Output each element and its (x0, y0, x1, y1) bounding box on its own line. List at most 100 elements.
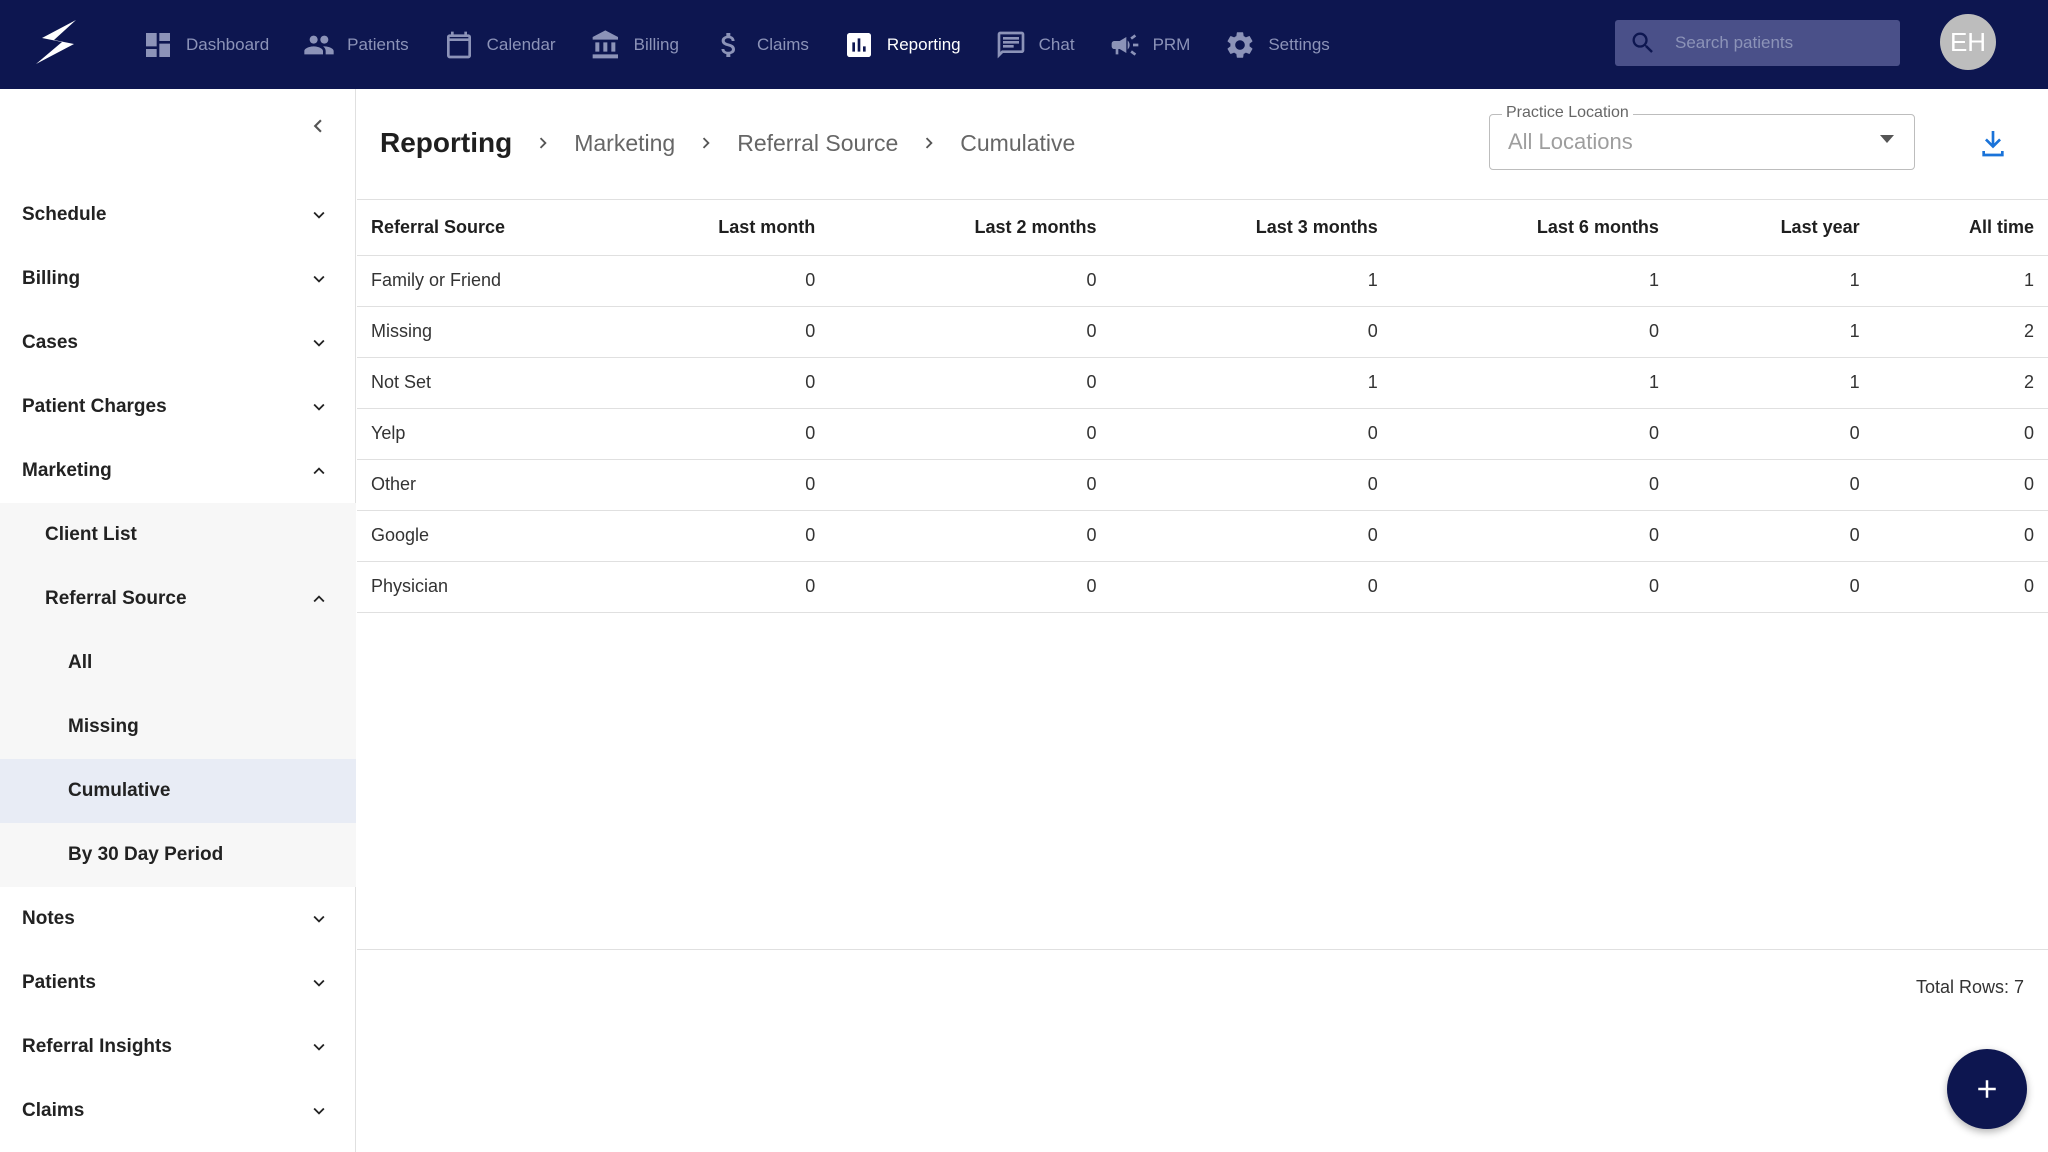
count-cell: 1 (1110, 255, 1392, 307)
nav-item-label: Chat (1038, 34, 1075, 54)
practice-location-select[interactable]: Practice Location All Locations (1489, 104, 1915, 170)
table-row[interactable]: Family or Friend 0 0 1 1 1 1 (357, 255, 2048, 307)
plus-icon (1978, 1080, 1996, 1098)
chevron-down-icon (313, 403, 325, 411)
search-icon (1632, 32, 1653, 53)
search-box[interactable] (1615, 20, 1900, 66)
sidebar-item-label: Marketing (22, 460, 112, 481)
sidebar-item-label: Missing (68, 716, 139, 737)
nav-item-prm[interactable]: PRM (1109, 0, 1191, 89)
nav-item-label: PRM (1152, 34, 1191, 54)
referral-source-cell: Google (357, 510, 595, 562)
column-header-last-2-months[interactable]: Last 2 months (829, 200, 1111, 256)
count-cell: 0 (595, 510, 830, 562)
referral-source-cell: Yelp (357, 408, 595, 460)
count-cell: 1 (1672, 306, 1874, 358)
sidebar-item-label: Cases (22, 332, 78, 353)
count-cell: 1 (1672, 357, 1874, 409)
sidebar-item-patient-charges[interactable]: Patient Charges (0, 375, 356, 439)
column-header-last-3-months[interactable]: Last 3 months (1110, 200, 1392, 256)
breadcrumb-item-referral-source[interactable]: Referral Source (737, 129, 899, 156)
count-cell: 0 (829, 459, 1111, 511)
add-button[interactable] (1947, 1049, 2027, 1129)
count-cell: 0 (1873, 408, 2048, 460)
nav-item-patients[interactable]: Patients (303, 0, 409, 89)
count-cell: 0 (595, 459, 830, 511)
column-header-referral-source[interactable]: Referral Source (357, 200, 595, 256)
breadcrumb-item-marketing[interactable]: Marketing (574, 129, 676, 156)
sidebar-item-claims[interactable]: Claims (0, 1079, 356, 1143)
nav-item-reporting[interactable]: Reporting (843, 0, 961, 89)
chat-icon (997, 31, 1024, 58)
count-cell: 1 (1391, 255, 1673, 307)
nav-item-settings[interactable]: Settings (1224, 0, 1330, 89)
user-avatar[interactable]: EH (1940, 14, 1996, 70)
nav-item-label: Dashboard (186, 34, 270, 54)
sidebar-item-patients[interactable]: Patients (0, 951, 356, 1015)
count-cell: 0 (1110, 408, 1392, 460)
app-logo[interactable] (28, 18, 86, 66)
sidebar-item-referral-insights[interactable]: Referral Insights (0, 1015, 356, 1079)
sidebar-item-marketing[interactable]: Marketing (0, 439, 356, 503)
count-cell: 0 (1672, 408, 1874, 460)
sidebar-item-missing[interactable]: Missing (0, 695, 356, 759)
sidebar-item-cumulative[interactable]: Cumulative (0, 759, 356, 823)
sidebar-item-schedule[interactable]: Schedule (0, 183, 356, 247)
table-row[interactable]: Physician 0 0 0 0 0 0 (357, 561, 2048, 613)
count-cell: 0 (595, 357, 830, 409)
download-button[interactable] (1977, 127, 2009, 159)
sidebar-item-by-30-day-period[interactable]: By 30 Day Period (0, 823, 356, 887)
table-row[interactable]: Yelp 0 0 0 0 0 0 (357, 408, 2048, 460)
sidebar-item-label: Billing (22, 268, 81, 289)
count-cell: 0 (595, 306, 830, 358)
nav-item-billing[interactable]: Billing (590, 0, 679, 89)
column-header-last-month[interactable]: Last month (595, 200, 830, 256)
nav-item-dashboard[interactable]: Dashboard (142, 0, 269, 89)
count-cell: 0 (1110, 306, 1392, 358)
sidebar-item-referral-source[interactable]: Referral Source (0, 567, 356, 631)
table-row[interactable]: Google 0 0 0 0 0 0 (357, 510, 2048, 562)
sidebar-menu: Schedule Billing Cases Patient Charges Marke… (0, 183, 356, 1143)
chevron-down-icon (313, 275, 325, 283)
nav-item-calendar[interactable]: Calendar (443, 0, 556, 89)
table-row[interactable]: Missing 0 0 0 0 1 2 (357, 306, 2048, 358)
dropdown-caret-icon (1880, 135, 1894, 143)
practice-location-value: All Locations (1508, 129, 1633, 154)
sidebar-item-label: Patients (22, 972, 96, 993)
referral-source-cell: Missing (357, 306, 595, 358)
referral-source-cell: Not Set (357, 357, 595, 409)
page-title: Reporting (380, 127, 513, 158)
table-row[interactable]: Other 0 0 0 0 0 0 (357, 459, 2048, 511)
chevron-left-icon (313, 119, 322, 133)
sidebar-item-label: Referral Source (45, 588, 187, 609)
column-header-all-time[interactable]: All time (1873, 200, 2048, 256)
table-row[interactable]: Not Set 0 0 1 1 1 2 (357, 357, 2048, 409)
sidebar-item-label: Claims (22, 1100, 85, 1121)
nav-item-chat[interactable]: Chat (995, 0, 1075, 89)
nav-item-claims[interactable]: Claims (713, 0, 809, 89)
chevron-right-icon (703, 137, 710, 149)
sidebar-item-billing[interactable]: Billing (0, 247, 356, 311)
count-cell: 1 (1873, 255, 2048, 307)
count-cell: 0 (1110, 459, 1392, 511)
table-footer-divider (357, 949, 2048, 950)
sidebar-item-client-list[interactable]: Client List (0, 503, 356, 567)
sidebar-item-label: Patient Charges (22, 396, 167, 417)
count-cell: 0 (829, 357, 1111, 409)
search-input[interactable] (1675, 33, 1875, 53)
count-cell: 0 (1672, 561, 1874, 613)
practice-location-label: Practice Location (1502, 104, 1633, 122)
sidebar-item-notes[interactable]: Notes (0, 887, 356, 951)
referral-source-table: Referral Source Last month Last 2 months La… (357, 200, 2048, 613)
breadcrumb: Reporting Marketing Referral Source Cumula… (380, 127, 1075, 159)
nav-item-label: Reporting (886, 34, 961, 54)
sidebar-item-cases[interactable]: Cases (0, 311, 356, 375)
column-header-last-6-months[interactable]: Last 6 months (1391, 200, 1673, 256)
chevron-down-icon (313, 1043, 325, 1051)
collapse-sidebar-button[interactable] (305, 113, 331, 139)
sidebar-item-all[interactable]: All (0, 631, 356, 695)
page-header: Reporting Marketing Referral Source Cumula… (357, 89, 2048, 200)
megaphone-icon (1111, 33, 1138, 56)
column-header-last-year[interactable]: Last year (1672, 200, 1874, 256)
count-cell: 0 (829, 255, 1111, 307)
